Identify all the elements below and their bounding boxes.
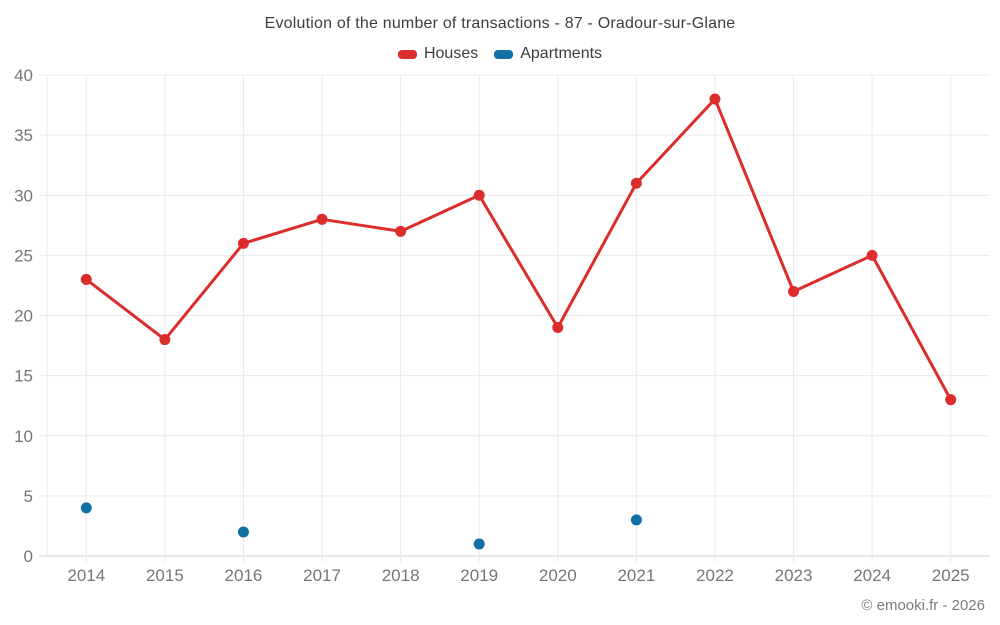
houses-point-2023 xyxy=(788,285,800,297)
x-tick-label: 2025 xyxy=(932,566,970,585)
x-tick-label: 2014 xyxy=(67,566,105,585)
y-tick-label: 40 xyxy=(14,66,33,85)
y-axis-labels: 0 5 10 15 20 25 30 35 40 xyxy=(14,66,33,566)
copyright-footer: © emooki.fr - 2026 xyxy=(861,597,985,614)
y-tick-label: 30 xyxy=(14,186,33,205)
houses-point-2024 xyxy=(866,249,878,261)
houses-point-2016 xyxy=(237,237,249,249)
x-tick-label: 2018 xyxy=(382,566,420,585)
apartments-series-swatch-icon xyxy=(494,49,514,59)
houses-series-swatch-icon xyxy=(397,49,417,59)
y-tick-label: 5 xyxy=(24,487,33,506)
apartments-point-2016 xyxy=(237,526,249,538)
houses-point-2014 xyxy=(80,273,92,285)
apartments-series xyxy=(80,502,642,550)
x-tick-label: 2016 xyxy=(225,566,263,585)
apartments-point-2014 xyxy=(80,502,92,514)
x-tick-label: 2023 xyxy=(775,566,813,585)
x-axis-labels: 2014 2015 2016 2017 2018 2019 2020 2021 2022 2023… xyxy=(67,566,969,585)
y-tick-label: 0 xyxy=(24,547,33,566)
houses-point-2018 xyxy=(395,225,407,237)
y-tick-label: 20 xyxy=(14,307,33,326)
houses-point-2015 xyxy=(159,334,171,346)
houses-point-2020 xyxy=(552,322,564,334)
y-tick-label: 15 xyxy=(14,367,33,386)
x-tick-label: 2022 xyxy=(696,566,734,585)
y-tick-label: 10 xyxy=(14,427,33,446)
chart-legend: Houses Apartments xyxy=(0,45,1000,63)
houses-series xyxy=(80,93,957,406)
houses-line xyxy=(84,97,953,402)
x-tick-label: 2017 xyxy=(303,566,341,585)
legend-item-houses[interactable]: Houses xyxy=(397,45,479,63)
legend-label-apartments: Apartments xyxy=(520,45,603,62)
y-tick-label: 25 xyxy=(14,246,33,265)
x-tick-label: 2020 xyxy=(539,566,577,585)
houses-point-2019 xyxy=(473,189,485,201)
x-tick-label: 2024 xyxy=(853,566,891,585)
houses-point-2017 xyxy=(316,213,328,225)
apartments-point-2019 xyxy=(473,538,485,550)
x-tick-label: 2019 xyxy=(460,566,498,585)
apartments-point-2021 xyxy=(630,514,642,526)
houses-point-2022 xyxy=(709,93,721,105)
houses-point-2021 xyxy=(630,177,642,189)
legend-item-apartments[interactable]: Apartments xyxy=(494,45,602,63)
legend-label-houses: Houses xyxy=(423,45,479,62)
chart-title: Evolution of the number of transactions … xyxy=(264,15,736,32)
x-tick-label: 2021 xyxy=(617,566,655,585)
x-tick-label: 2015 xyxy=(146,566,184,585)
houses-point-2025 xyxy=(945,394,957,406)
y-tick-label: 35 xyxy=(14,126,33,145)
